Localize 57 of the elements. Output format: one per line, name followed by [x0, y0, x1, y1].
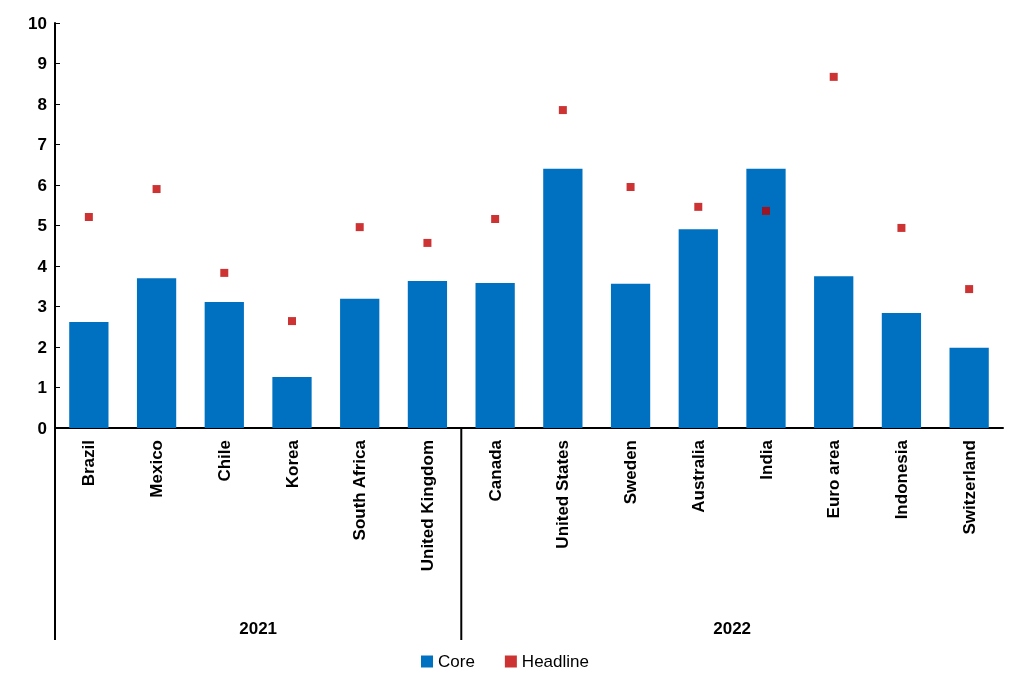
- x-tick-label: Euro area: [824, 439, 844, 519]
- point: [762, 206, 770, 215]
- point: [694, 202, 703, 211]
- point: [288, 317, 296, 326]
- legend-label: Core: [438, 652, 475, 671]
- legend-label: Headline: [521, 652, 589, 671]
- point: [897, 223, 906, 232]
- point: [152, 185, 161, 194]
- point: [355, 223, 364, 232]
- y-tick-label: 8: [37, 94, 47, 114]
- bar: [69, 321, 109, 428]
- bar: [136, 278, 177, 428]
- bar: [678, 229, 718, 428]
- x-tick-label: Indonesia: [891, 439, 911, 520]
- bar: [204, 302, 244, 428]
- point: [491, 215, 500, 224]
- bar: [407, 280, 448, 428]
- x-tick-label: United States: [553, 440, 573, 549]
- x-tick-label: Mexico: [147, 440, 167, 498]
- bar: [340, 298, 380, 428]
- bar: [475, 283, 515, 428]
- x-tick-label: Switzerland: [959, 440, 979, 535]
- point: [626, 183, 635, 192]
- y-tick-label: 9: [37, 54, 47, 73]
- x-tick-label: Korea: [282, 439, 302, 489]
- bar: [881, 312, 922, 428]
- bar: [746, 168, 786, 428]
- text: 2021: [239, 618, 278, 638]
- bar: [814, 276, 854, 428]
- point: [423, 238, 432, 247]
- bar: [610, 283, 651, 428]
- y-tick-label: 2: [37, 337, 47, 357]
- y-tick-label: 10: [28, 13, 47, 33]
- x-tick-label: India: [756, 439, 776, 480]
- point: [220, 268, 229, 277]
- bar: [949, 347, 989, 428]
- y-tick-label: 7: [37, 135, 47, 154]
- y-tick-label: 0: [37, 418, 47, 438]
- y-tick-label: 3: [37, 297, 47, 316]
- y-tick-label: 5: [37, 216, 47, 235]
- x-tick-label: Canada: [485, 439, 505, 502]
- x-tick-label: United Kingdom: [417, 440, 437, 572]
- point: [558, 106, 567, 115]
- y-tick-label: 1: [37, 378, 47, 397]
- bar: [272, 376, 312, 428]
- point: [84, 212, 93, 221]
- x-tick-label: Australia: [688, 439, 708, 513]
- point: [829, 72, 838, 81]
- point: [965, 285, 974, 294]
- y-tick-label: 6: [37, 175, 47, 195]
- x-tick-label: Brazil: [79, 440, 99, 487]
- x-tick-label: South Africa: [350, 439, 370, 541]
- x-tick-label: Chile: [214, 440, 234, 482]
- text: 2022: [713, 618, 752, 638]
- y-tick-label: 4: [37, 256, 48, 276]
- bar: [543, 168, 583, 428]
- x-tick-label: Sweden: [621, 440, 641, 505]
